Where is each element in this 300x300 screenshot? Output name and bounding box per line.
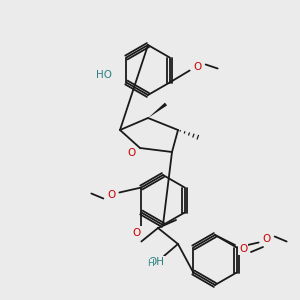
Text: O: O xyxy=(128,148,136,158)
Text: O: O xyxy=(194,62,202,73)
Text: HO: HO xyxy=(96,70,112,80)
Text: H: H xyxy=(147,260,153,268)
Text: O: O xyxy=(239,244,247,254)
Polygon shape xyxy=(148,103,167,118)
Text: O: O xyxy=(132,227,140,238)
Text: O: O xyxy=(107,190,116,200)
Text: O: O xyxy=(262,235,271,244)
Text: OH: OH xyxy=(148,257,164,267)
